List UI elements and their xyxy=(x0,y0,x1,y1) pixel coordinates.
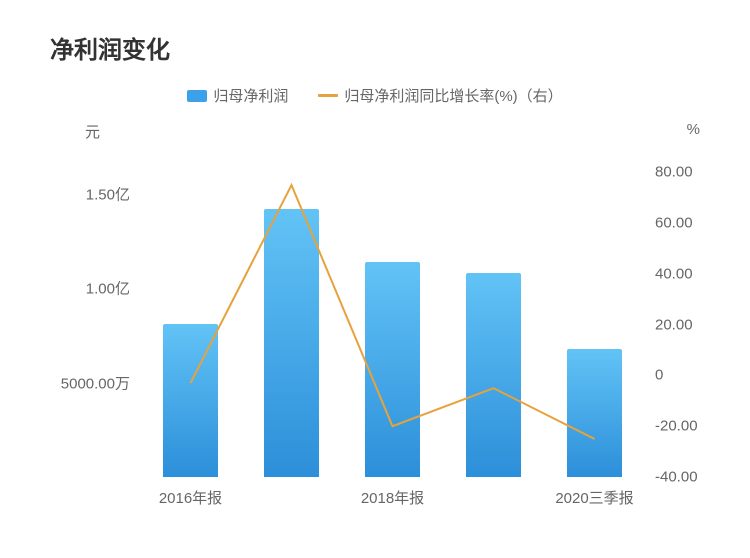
chart-title: 净利润变化 xyxy=(50,30,730,65)
x-axis-label xyxy=(443,487,544,508)
legend-item-bar[interactable]: 归母净利润 xyxy=(187,85,288,106)
y-left-labels: 1.50亿 1.00亿 5000.00万 xyxy=(20,147,130,477)
y-right-tick: -40.00 xyxy=(655,469,730,486)
y-right-tick: 40.00 xyxy=(655,265,730,282)
y-left-tick: 1.00亿 xyxy=(20,278,130,299)
x-axis-label xyxy=(241,487,342,508)
legend: 归母净利润 归母净利润同比增长率(%)（右） xyxy=(20,85,730,106)
left-axis-unit: 元 xyxy=(85,121,100,142)
legend-bar-label: 归母净利润 xyxy=(213,85,288,106)
line-swatch-icon xyxy=(318,94,338,97)
x-axis-labels: 2016年报 2018年报 2020三季报 xyxy=(140,487,645,508)
legend-line-label: 归母净利润同比增长率(%)（右） xyxy=(344,85,562,106)
plot-area: 1.50亿1.00亿5000.00万 80.0060.0040.0020.000… xyxy=(140,147,645,477)
y-left-tick: 1.50亿 xyxy=(20,184,130,205)
y-right-tick: -20.00 xyxy=(655,418,730,435)
y-right-tick: 0 xyxy=(655,367,730,384)
chart-container: 净利润变化 归母净利润 归母净利润同比增长率(%)（右） 元 % 1.50亿1.… xyxy=(0,0,750,558)
axis-units: 元 % xyxy=(20,121,730,147)
legend-item-line[interactable]: 归母净利润同比增长率(%)（右） xyxy=(318,85,562,106)
bar-swatch-icon xyxy=(187,90,207,102)
x-axis-label: 2018年报 xyxy=(342,487,443,508)
right-axis-unit: % xyxy=(687,121,700,142)
line-layer xyxy=(140,147,645,477)
y-right-tick: 80.00 xyxy=(655,164,730,181)
y-left-tick: 5000.00万 xyxy=(20,372,130,393)
x-axis-label: 2016年报 xyxy=(140,487,241,508)
y-right-labels: 80.0060.0040.0020.000-20.00-40.00 xyxy=(655,147,730,477)
y-right-tick: 60.00 xyxy=(655,215,730,232)
growth-line[interactable] xyxy=(191,185,595,439)
x-axis-label: 2020三季报 xyxy=(544,487,645,508)
y-right-tick: 20.00 xyxy=(655,316,730,333)
